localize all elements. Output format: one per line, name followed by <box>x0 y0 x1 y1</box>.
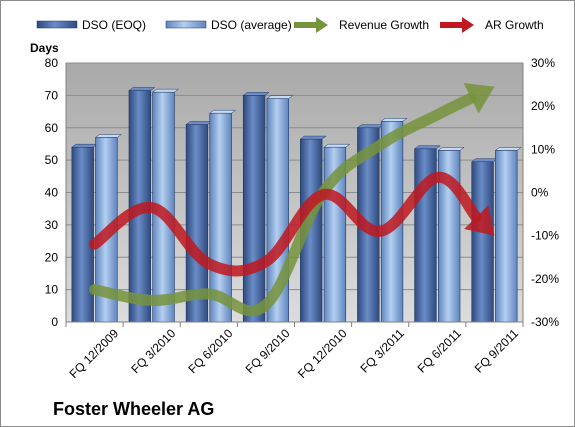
y-tick-label: 40 <box>45 186 59 200</box>
y-tick-label: 80 <box>45 56 59 70</box>
legend-arrow <box>316 17 328 33</box>
y-tick-label: 30 <box>45 218 59 232</box>
revenue-growth-line <box>89 82 495 317</box>
legend-label: Revenue Growth <box>339 18 429 32</box>
legend-label: DSO (EOQ) <box>82 18 146 32</box>
legend-label: DSO (average) <box>211 18 292 32</box>
legend-swatch <box>36 20 78 29</box>
chart-title: Foster Wheeler AG <box>53 399 214 419</box>
axes <box>65 63 524 327</box>
bars-group <box>71 87 522 323</box>
y-tick-label: 60 <box>45 121 59 135</box>
bar-dso-eoq <box>470 158 499 323</box>
y2-tick-label: -20% <box>531 272 559 286</box>
legend-swatch <box>165 20 207 29</box>
y2-tick-label: 20% <box>531 99 555 113</box>
y-axis-title: Days <box>30 41 59 55</box>
bar-dso-eoq <box>299 135 327 323</box>
ar-growth-arrowhead <box>464 205 495 236</box>
bar-dso-eoq <box>71 143 99 323</box>
left-tick-labels: 0 10 20 30 40 50 60 70 80 <box>45 56 59 329</box>
legend-item: DSO (average) <box>165 18 292 32</box>
legend-label: AR Growth <box>485 18 544 32</box>
y-tick-label: 70 <box>45 88 59 102</box>
y-tick-label: 10 <box>45 283 59 297</box>
series-lines <box>89 82 495 317</box>
legend: DSO (EOQ) DSO (average) Revenue Growth AR G… <box>36 17 544 33</box>
y-tick-label: 50 <box>45 153 59 167</box>
y2-tick-label: -10% <box>531 229 559 243</box>
y-tick-label: 20 <box>45 250 59 264</box>
ar-growth-line <box>89 171 495 277</box>
legend-item: AR Growth <box>440 17 544 33</box>
bar-dso-eoq <box>242 92 270 323</box>
revenue-growth-arrowhead <box>463 82 495 114</box>
bar-dso-average <box>494 147 522 323</box>
y2-tick-label: 30% <box>531 56 555 70</box>
y-tick-label: 0 <box>51 315 58 329</box>
y2-tick-label: -30% <box>531 315 559 329</box>
legend-arrow <box>462 17 474 33</box>
legend-item: Revenue Growth <box>294 17 429 33</box>
legend-item: DSO (EOQ) <box>36 18 146 32</box>
y2-tick-label: 0% <box>531 186 549 200</box>
y2-tick-label: 10% <box>531 142 555 156</box>
right-tick-labels: -30% -20% -10% 0% 10% 20% 30% <box>531 56 559 329</box>
